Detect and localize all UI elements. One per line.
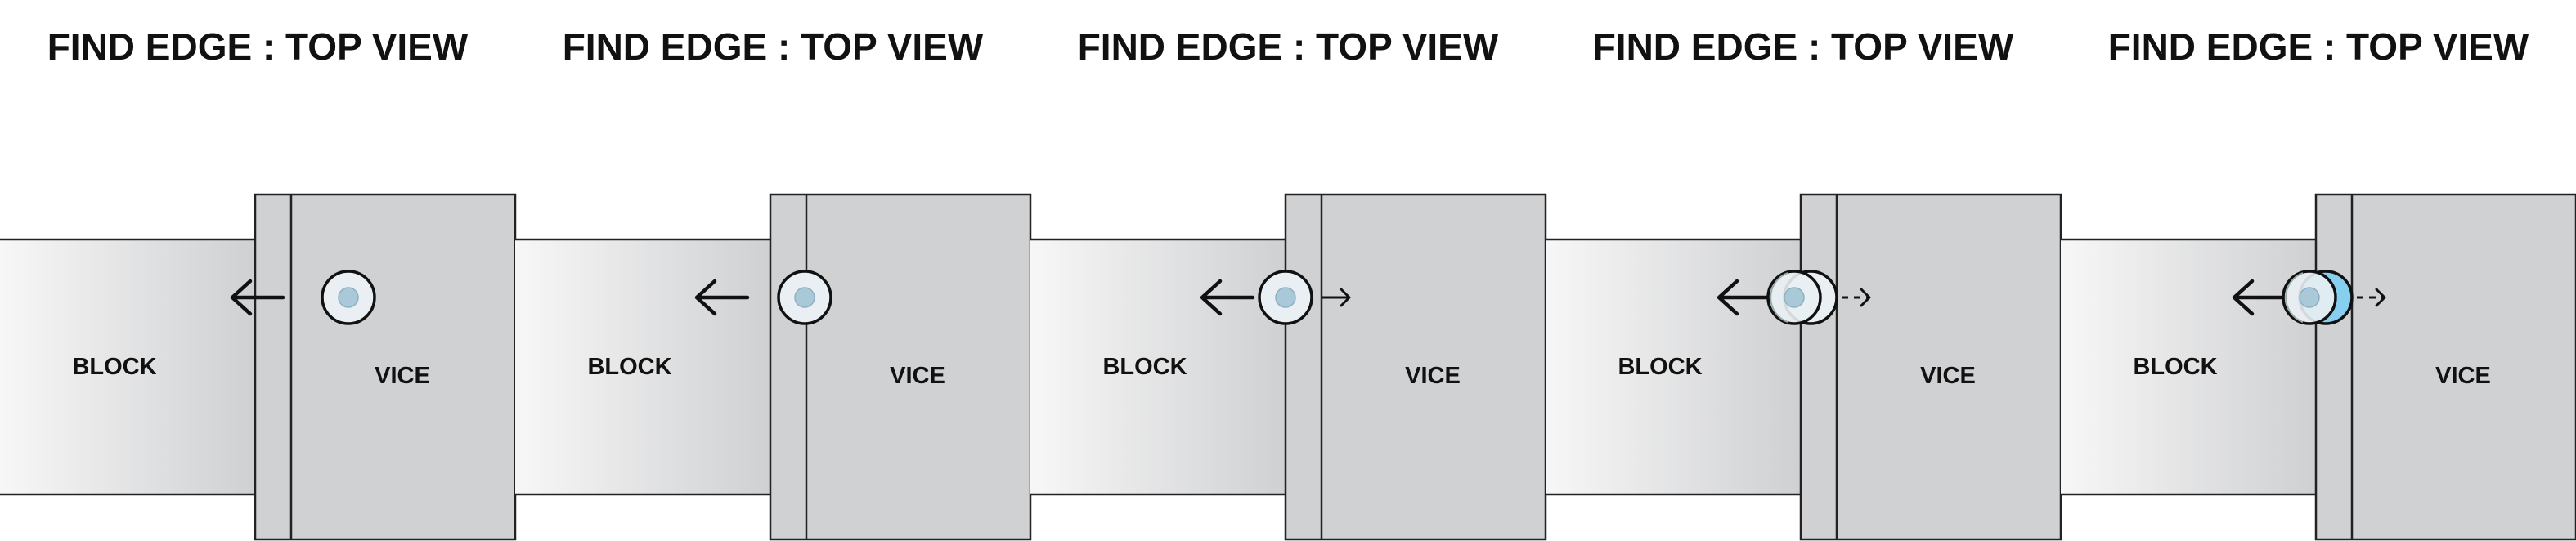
vice-label: VICE — [1405, 363, 1461, 389]
panel-3: FIND EDGE : TOP VIEW BLOCK VICE — [1030, 25, 1547, 541]
right-arrow-icon — [1322, 288, 1351, 307]
block-workpiece — [0, 239, 257, 494]
block-label: BLOCK — [72, 354, 156, 380]
left-arrow-icon — [1200, 279, 1255, 316]
vice-body — [1284, 193, 1547, 541]
panel-5: FIND EDGE : TOP VIEW BLOCK VICE — [2061, 25, 2576, 541]
edge-finder-probe-icon — [321, 270, 376, 325]
block-workpiece — [515, 239, 772, 494]
panel-title: FIND EDGE : TOP VIEW — [2108, 25, 2529, 68]
right-arrow-icon — [1842, 288, 1871, 307]
right-arrow-icon — [2357, 288, 2386, 307]
left-arrow-icon — [230, 279, 285, 316]
left-arrow-icon — [1717, 279, 1772, 316]
edge-finder-probe-icon — [2282, 270, 2354, 325]
vice-label: VICE — [1920, 363, 1976, 389]
panel-4: FIND EDGE : TOP VIEW BLOCK VICE — [1546, 25, 2062, 541]
left-arrow-icon — [694, 279, 750, 316]
panel-1: FIND EDGE : TOP VIEW BLOCK VICE — [0, 25, 517, 541]
edge-finder-probe-icon — [777, 270, 832, 325]
vice-label: VICE — [890, 363, 945, 389]
vice-body — [1799, 193, 2062, 541]
vice-body — [2314, 193, 2576, 541]
vice-body — [769, 193, 1032, 541]
panel-2: FIND EDGE : TOP VIEW BLOCK VICE — [515, 25, 1032, 541]
panel-title: FIND EDGE : TOP VIEW — [1593, 25, 2014, 68]
block-workpiece — [1546, 239, 1802, 494]
block-label: BLOCK — [1618, 354, 1702, 380]
vice-label: VICE — [375, 363, 430, 389]
edge-finder-probe-icon — [1766, 270, 1838, 325]
panel-title: FIND EDGE : TOP VIEW — [563, 25, 984, 68]
block-workpiece — [2061, 239, 2318, 494]
edge-finder-probe-icon — [1258, 270, 1313, 325]
panel-title: FIND EDGE : TOP VIEW — [47, 25, 469, 68]
vice-body — [254, 193, 517, 541]
block-label: BLOCK — [2133, 354, 2217, 380]
vice-label: VICE — [2435, 363, 2491, 389]
left-arrow-icon — [2232, 279, 2287, 316]
block-workpiece — [1030, 239, 1287, 494]
block-label: BLOCK — [1102, 354, 1187, 380]
panel-title: FIND EDGE : TOP VIEW — [1078, 25, 1499, 68]
block-label: BLOCK — [587, 354, 671, 380]
